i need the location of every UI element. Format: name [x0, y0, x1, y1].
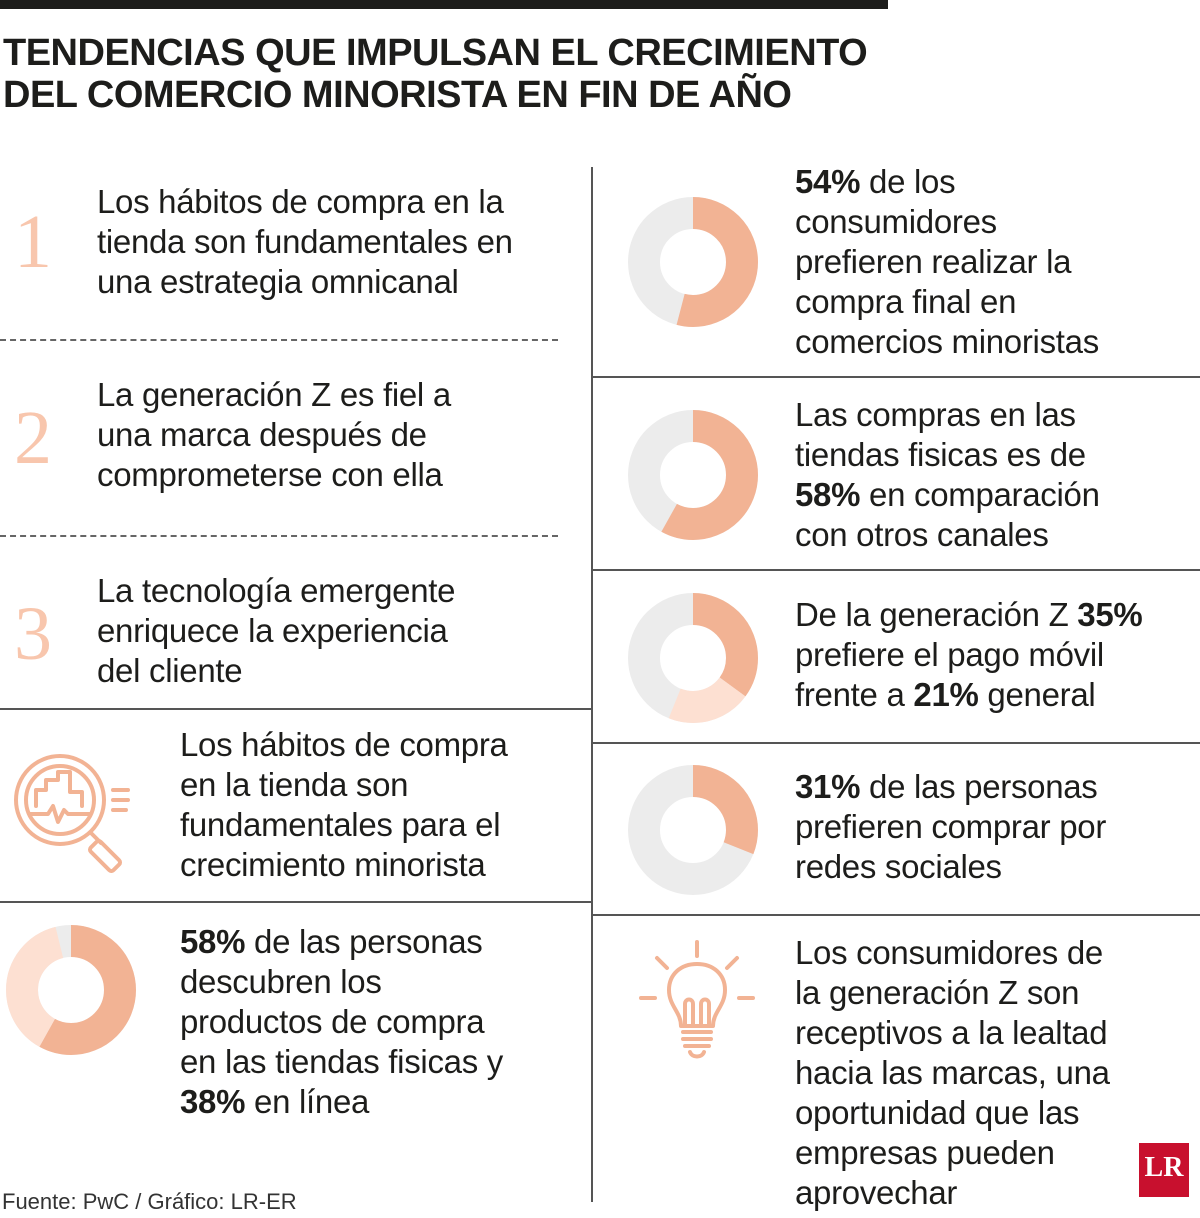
- text-line: compra final en: [795, 283, 1017, 320]
- donut-chart-31: [628, 765, 758, 895]
- divider-solid: [592, 376, 1200, 378]
- donut-slice: [628, 197, 758, 327]
- stat-value: 31%: [795, 768, 861, 805]
- right-stat-4: 31% de las personas prefieren comprar po…: [795, 767, 1106, 887]
- magnifier-chart-icon: [14, 754, 130, 873]
- text-line: tienda son fundamentales en: [97, 223, 513, 260]
- text-line: redes sociales: [795, 848, 1002, 885]
- text-line: empresas pueden: [795, 1134, 1055, 1171]
- item-number-1: 1: [14, 200, 52, 284]
- text-line: tiendas fisicas es de: [795, 436, 1086, 473]
- lr-logo: LR: [1139, 1143, 1189, 1197]
- source-credit: Fuente: PwC / Gráfico: LR-ER: [2, 1189, 297, 1214]
- text-line: hacia las marcas, una: [795, 1054, 1110, 1091]
- donut-slice: [628, 765, 758, 895]
- donut-chart-54: [628, 197, 758, 327]
- text-line: La tecnología emergente: [97, 572, 456, 609]
- page-title: TENDENCIAS QUE IMPULSAN EL CRECIMIENTO D…: [3, 32, 903, 116]
- item-number-3: 3: [14, 592, 52, 676]
- right-stat-2: Las compras en las tiendas fisicas es de…: [795, 395, 1100, 555]
- divider-dashed: [0, 535, 558, 537]
- text-line: Los consumidores de: [795, 934, 1103, 971]
- divider-dashed: [0, 339, 558, 341]
- stat-value: 58%: [795, 476, 861, 513]
- donut-slice: [628, 593, 758, 723]
- text-line: en línea: [245, 1083, 370, 1120]
- icon-item-text: Los hábitos de compra en la tienda son f…: [180, 725, 508, 885]
- lightbulb-icon: [639, 940, 755, 1059]
- text-line: La generación Z es fiel a: [97, 376, 451, 413]
- divider-solid: [592, 569, 1200, 571]
- text-line: aprovechar: [795, 1174, 958, 1211]
- text-line: descubren los: [180, 963, 382, 1000]
- stat-value: 54%: [795, 163, 861, 200]
- text-line: en la tienda son: [180, 766, 409, 803]
- right-stat-3: De la generación Z 35% prefiere el pago …: [795, 595, 1143, 715]
- text-line: con otros canales: [795, 516, 1049, 553]
- text-line: de los: [860, 163, 956, 200]
- donut-chart-35-21: [628, 593, 758, 723]
- donut-chart-58: [628, 410, 758, 540]
- divider-solid: [0, 708, 592, 710]
- divider-solid: [592, 742, 1200, 744]
- top-rule: [0, 0, 888, 9]
- stat-value: 58%: [180, 923, 246, 960]
- numbered-item-1: Los hábitos de compra en la tienda son f…: [97, 182, 513, 302]
- text-line: Los hábitos de compra en la: [97, 183, 504, 220]
- text-line: una estrategia omnicanal: [97, 263, 459, 300]
- numbered-item-3: La tecnología emergente enriquece la exp…: [97, 571, 456, 691]
- text-line: de las personas: [245, 923, 483, 960]
- text-line: consumidores: [795, 203, 997, 240]
- text-line: Los hábitos de compra: [180, 726, 508, 763]
- column-divider: [591, 167, 593, 1202]
- text-line: del cliente: [97, 652, 243, 689]
- donut-slice: [6, 925, 136, 1055]
- text-line: receptivos a la lealtad: [795, 1014, 1108, 1051]
- text-line: en comparación: [860, 476, 1100, 513]
- text-line: comercios minoristas: [795, 323, 1099, 360]
- donut-slice: [6, 925, 136, 1055]
- donut-slice: [628, 593, 758, 723]
- text-line: Las compras en las: [795, 396, 1076, 433]
- left-stat-text: 58% de las personas descubren los produc…: [180, 922, 503, 1122]
- text-line: de las personas: [860, 768, 1098, 805]
- text-line: frente a: [795, 676, 914, 713]
- divider-solid: [0, 901, 592, 903]
- text-line: general: [978, 676, 1096, 713]
- text-line: prefieren comprar por: [795, 808, 1107, 845]
- stat-value: 35%: [1077, 596, 1143, 633]
- title-line-1: TENDENCIAS QUE IMPULSAN EL CRECIMIENTO: [3, 32, 868, 74]
- text-line: enriquece la experiencia: [97, 612, 448, 649]
- stat-value: 38%: [180, 1083, 246, 1120]
- right-stat-1: 54% de los consumidores prefieren realiz…: [795, 162, 1099, 362]
- text-line: productos de compra: [180, 1003, 485, 1040]
- donut-slice: [628, 410, 758, 540]
- text-line: comprometerse con ella: [97, 456, 443, 493]
- text-line: fundamentales para el: [180, 806, 501, 843]
- text-line: prefieren realizar la: [795, 243, 1072, 280]
- bulb-item-text: Los consumidores de la generación Z son …: [795, 933, 1110, 1213]
- text-line: crecimiento minorista: [180, 846, 486, 883]
- text-line: en las tiendas fisicas y: [180, 1043, 503, 1080]
- text-line: la generación Z son: [795, 974, 1080, 1011]
- text-line: prefiere el pago móvil: [795, 636, 1104, 673]
- text-line: oportunidad que las: [795, 1094, 1080, 1131]
- stat-value: 21%: [913, 676, 979, 713]
- text-line: De la generación Z: [795, 596, 1078, 633]
- divider-solid: [592, 914, 1200, 916]
- text-line: una marca después de: [97, 416, 427, 453]
- title-line-2: DEL COMERCIO MINORISTA EN FIN DE AÑO: [3, 74, 792, 116]
- donut-chart-left: [6, 925, 136, 1055]
- item-number-2: 2: [14, 396, 52, 480]
- numbered-item-2: La generación Z es fiel a una marca desp…: [97, 375, 451, 495]
